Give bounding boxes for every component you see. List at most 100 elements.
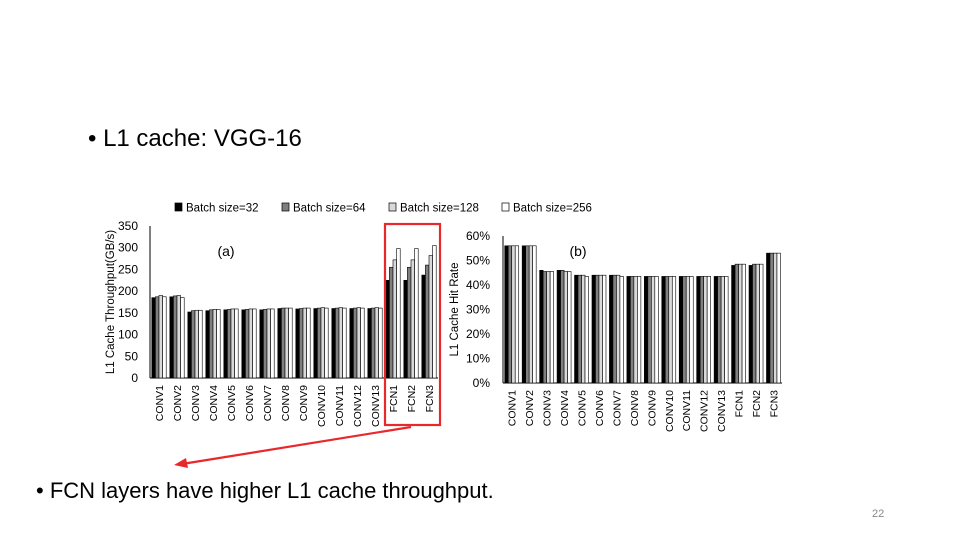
- x-tick-label: FCN1: [734, 390, 746, 418]
- bar: [713, 276, 718, 384]
- highlight-arrow-head: [174, 458, 188, 468]
- bar: [584, 276, 589, 384]
- bar: [209, 309, 214, 379]
- bar: [752, 263, 757, 384]
- bar: [392, 259, 397, 379]
- bar: [556, 269, 561, 384]
- legend-swatch: [501, 202, 510, 212]
- bar: [281, 307, 286, 379]
- legend-label: Batch size=256: [513, 203, 592, 215]
- bar: [349, 308, 354, 379]
- bar: [288, 307, 293, 379]
- bar: [158, 295, 163, 379]
- x-tick-label: CONV6: [594, 390, 606, 426]
- panel-label: (b): [569, 243, 586, 259]
- bar: [410, 259, 415, 379]
- bar: [685, 276, 691, 384]
- bar: [651, 276, 656, 384]
- x-tick-label: CONV1: [507, 390, 519, 426]
- legend-label: Batch size=32: [186, 203, 259, 215]
- x-tick-label: CONV2: [172, 385, 184, 421]
- bar: [689, 276, 694, 384]
- y-tick-label: 0%: [473, 376, 491, 390]
- bar: [748, 265, 753, 384]
- x-tick-label: CONV12: [352, 385, 364, 427]
- x-tick-label: CONV3: [190, 385, 202, 421]
- legend-label: Batch size=64: [293, 203, 366, 215]
- bar: [546, 271, 551, 384]
- bar: [755, 263, 760, 384]
- bar: [371, 307, 376, 379]
- bar: [668, 276, 673, 384]
- x-tick-label: CONV3: [542, 390, 554, 426]
- bar: [396, 248, 401, 379]
- bar: [198, 309, 203, 379]
- x-tick-label: FCN1: [388, 385, 400, 413]
- bar: [385, 279, 390, 379]
- bar: [320, 307, 325, 379]
- bar: [173, 295, 178, 379]
- bar: [759, 263, 764, 384]
- bar: [425, 264, 430, 379]
- bar: [504, 245, 509, 384]
- bar: [766, 252, 771, 384]
- bar: [616, 274, 621, 384]
- bar: [731, 265, 736, 384]
- highlight-box: [383, 222, 442, 427]
- y-tick-label: 60%: [466, 229, 490, 243]
- bar: [591, 274, 596, 384]
- bar: [654, 276, 659, 384]
- bar: [194, 309, 199, 379]
- x-tick-label: CONV8: [280, 385, 292, 421]
- bar: [532, 245, 537, 384]
- bar: [563, 271, 568, 384]
- bar: [432, 245, 437, 379]
- y-tick-label: 150: [118, 306, 138, 320]
- bar: [266, 308, 271, 379]
- x-tick-label: CONV4: [559, 390, 571, 426]
- bar: [317, 307, 322, 379]
- x-tick-label: CONV10: [316, 385, 328, 427]
- bar: [331, 308, 336, 379]
- bar: [403, 279, 408, 379]
- bar: [644, 276, 649, 384]
- x-tick-label: CONV5: [226, 385, 238, 421]
- bar: [367, 308, 372, 379]
- bar: [284, 307, 289, 379]
- bar: [626, 276, 631, 384]
- y-axis-title: L1 Cache Hit Rate: [449, 263, 461, 357]
- page-number: 22: [872, 508, 885, 520]
- bar: [595, 274, 600, 384]
- bar: [205, 310, 210, 379]
- bar: [428, 255, 433, 379]
- x-tick-label: FCN3: [768, 390, 780, 418]
- bar: [302, 307, 307, 379]
- y-tick-label: 0: [131, 371, 138, 385]
- x-tick-label: CONV12: [699, 390, 711, 432]
- bar: [734, 263, 739, 384]
- bar: [511, 245, 516, 384]
- bar: [299, 308, 304, 379]
- bar: [633, 276, 638, 384]
- x-tick-label: CONV4: [208, 385, 220, 421]
- bar: [227, 309, 232, 379]
- bar: [699, 276, 704, 384]
- x-tick-label: CONV10: [664, 390, 676, 432]
- x-tick-label: CONV7: [262, 385, 274, 421]
- x-tick-label: CONV8: [629, 390, 641, 426]
- conclusion-bullet: • FCN layers have higher L1 cache throug…: [36, 478, 494, 503]
- x-tick-label: CONV5: [577, 390, 589, 426]
- x-tick-label: CONV13: [716, 390, 728, 432]
- bar: [374, 307, 379, 379]
- x-tick-label: CONV11: [681, 390, 693, 431]
- bar: [169, 296, 174, 379]
- bar: [356, 307, 361, 379]
- bar: [612, 274, 617, 384]
- y-tick-label: 250: [118, 262, 138, 276]
- bar: [525, 245, 530, 384]
- x-tick-label: FCN3: [424, 385, 436, 413]
- bar: [389, 266, 394, 379]
- y-tick-label: 300: [118, 241, 138, 255]
- legend-label: Batch size=128: [400, 203, 479, 215]
- bar: [234, 308, 239, 379]
